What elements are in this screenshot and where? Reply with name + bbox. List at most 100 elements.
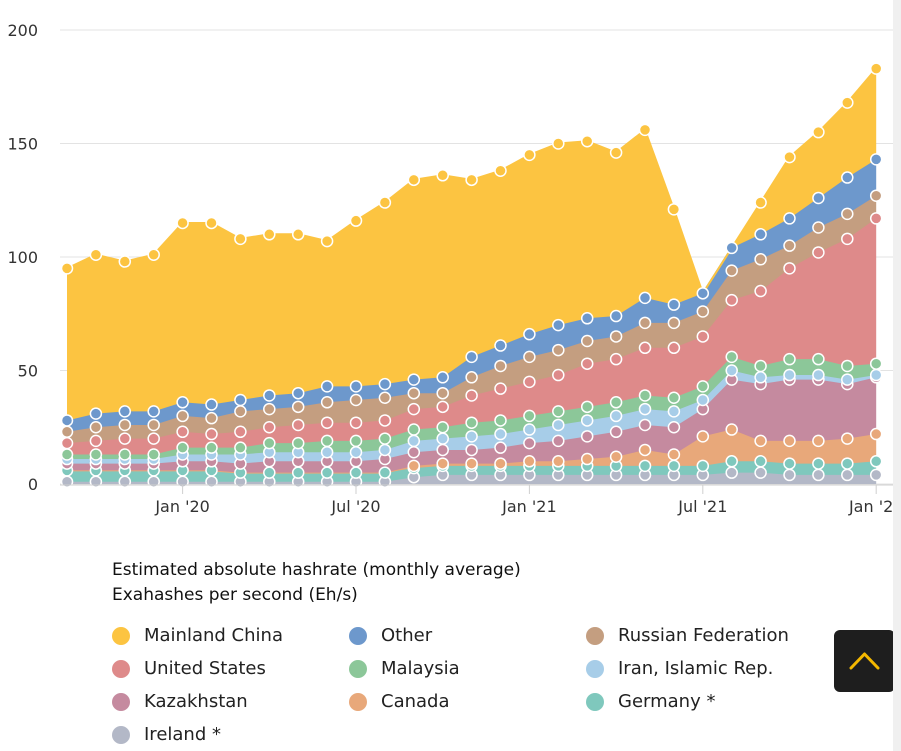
point-united-states[interactable] [291, 418, 305, 432]
point-canada[interactable] [725, 423, 738, 436]
point-iran-islamic-rep[interactable] [725, 364, 738, 377]
point-ireland[interactable] [754, 466, 767, 479]
point-ireland[interactable] [89, 475, 103, 488]
point-united-states[interactable] [580, 357, 594, 370]
point-mainland-china[interactable] [118, 255, 132, 268]
point-russian-federation[interactable] [580, 334, 594, 348]
point-canada[interactable] [407, 459, 421, 473]
point-mainland-china[interactable] [205, 216, 218, 230]
point-other[interactable] [176, 396, 189, 409]
point-other[interactable] [667, 298, 681, 311]
point-russian-federation[interactable] [118, 418, 132, 432]
point-mainland-china[interactable] [754, 196, 767, 209]
point-malaysia[interactable] [580, 400, 594, 414]
legend-item-iran-islamic-rep[interactable]: Iran, Islamic Rep. [586, 658, 773, 679]
point-malaysia[interactable] [320, 434, 334, 448]
legend-item-mainland-china[interactable]: Mainland China [112, 625, 283, 646]
point-united-states[interactable] [725, 293, 738, 307]
point-united-states[interactable] [407, 402, 421, 416]
point-malaysia[interactable] [552, 405, 565, 418]
point-united-states[interactable] [60, 436, 74, 450]
point-malaysia[interactable] [812, 352, 825, 366]
point-russian-federation[interactable] [234, 405, 247, 418]
point-united-states[interactable] [378, 414, 392, 427]
point-iran-islamic-rep[interactable] [783, 368, 796, 382]
back-to-top-button[interactable] [834, 630, 895, 692]
point-iran-islamic-rep[interactable] [436, 432, 449, 445]
point-malaysia[interactable] [783, 352, 796, 366]
point-mainland-china[interactable] [783, 150, 796, 164]
point-malaysia[interactable] [638, 389, 652, 402]
point-other[interactable] [147, 405, 160, 418]
point-russian-federation[interactable] [725, 264, 738, 277]
point-mainland-china[interactable] [812, 125, 825, 139]
point-other[interactable] [552, 318, 565, 332]
point-iran-islamic-rep[interactable] [812, 368, 825, 382]
point-mainland-china[interactable] [494, 164, 507, 177]
point-russian-federation[interactable] [465, 371, 478, 384]
point-ireland[interactable] [725, 466, 738, 479]
point-ireland[interactable] [118, 475, 132, 488]
point-other[interactable] [638, 291, 652, 305]
point-united-states[interactable] [147, 432, 160, 445]
point-malaysia[interactable] [841, 359, 854, 373]
point-canada[interactable] [783, 434, 796, 448]
point-canada[interactable] [552, 455, 565, 468]
point-malaysia[interactable] [234, 441, 247, 454]
point-malaysia[interactable] [60, 448, 74, 461]
point-other[interactable] [234, 393, 247, 407]
point-other[interactable] [436, 371, 449, 384]
point-united-states[interactable] [234, 425, 247, 439]
point-kazakhstan[interactable] [436, 443, 449, 457]
point-iran-islamic-rep[interactable] [696, 393, 710, 407]
legend-item-kazakhstan[interactable]: Kazakhstan [112, 691, 248, 712]
point-canada[interactable] [667, 448, 681, 461]
point-russian-federation[interactable] [378, 391, 392, 404]
point-canada[interactable] [869, 427, 883, 441]
point-other[interactable] [841, 171, 854, 184]
point-kazakhstan[interactable] [580, 430, 594, 443]
point-russian-federation[interactable] [869, 189, 883, 202]
legend-item-russian-federation[interactable]: Russian Federation [586, 625, 789, 646]
point-canada[interactable] [523, 455, 536, 468]
point-iran-islamic-rep[interactable] [609, 409, 623, 423]
point-germany[interactable] [263, 466, 276, 479]
point-kazakhstan[interactable] [523, 436, 536, 450]
point-iran-islamic-rep[interactable] [378, 443, 392, 457]
point-malaysia[interactable] [494, 414, 507, 427]
point-russian-federation[interactable] [638, 316, 652, 330]
point-other[interactable] [291, 386, 305, 400]
point-malaysia[interactable] [465, 416, 478, 429]
point-mainland-china[interactable] [147, 248, 160, 261]
point-united-states[interactable] [638, 341, 652, 355]
point-united-states[interactable] [523, 375, 536, 389]
point-iran-islamic-rep[interactable] [320, 445, 334, 459]
point-other[interactable] [349, 380, 363, 393]
point-ireland[interactable] [147, 475, 160, 488]
point-other[interactable] [725, 241, 738, 255]
point-malaysia[interactable] [349, 434, 363, 448]
point-canada[interactable] [609, 450, 623, 464]
point-malaysia[interactable] [407, 423, 421, 436]
point-other[interactable] [205, 398, 218, 411]
point-united-states[interactable] [349, 416, 363, 429]
point-united-states[interactable] [696, 330, 710, 343]
point-mainland-china[interactable] [523, 148, 536, 162]
point-mainland-china[interactable] [465, 173, 478, 187]
point-united-states[interactable] [465, 389, 478, 402]
point-russian-federation[interactable] [696, 305, 710, 318]
point-mainland-china[interactable] [638, 123, 652, 137]
point-canada[interactable] [696, 430, 710, 443]
point-malaysia[interactable] [205, 441, 218, 454]
point-mainland-china[interactable] [609, 146, 623, 159]
point-united-states[interactable] [263, 421, 276, 434]
point-kazakhstan[interactable] [407, 445, 421, 459]
point-ireland[interactable] [783, 468, 796, 482]
point-mainland-china[interactable] [378, 196, 392, 209]
point-other[interactable] [118, 405, 132, 418]
point-malaysia[interactable] [667, 391, 681, 404]
point-malaysia[interactable] [291, 436, 305, 450]
point-russian-federation[interactable] [812, 221, 825, 234]
point-other[interactable] [407, 373, 421, 386]
point-germany[interactable] [349, 466, 363, 479]
